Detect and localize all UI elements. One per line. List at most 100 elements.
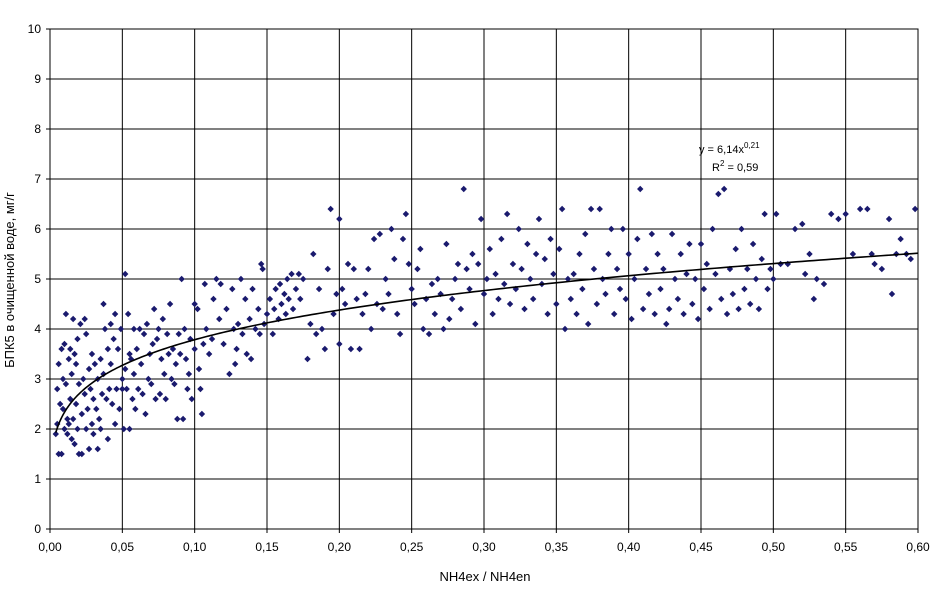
- data-point: [518, 265, 525, 273]
- data-point: [492, 270, 499, 278]
- data-point: [174, 415, 181, 423]
- data-point: [123, 385, 130, 393]
- data-point: [637, 185, 644, 193]
- y-tick-label: 5: [34, 272, 41, 286]
- data-point: [469, 250, 476, 258]
- y-tick-label: 7: [34, 172, 41, 186]
- data-point: [645, 290, 653, 298]
- data-point: [59, 405, 67, 413]
- data-point: [472, 320, 479, 328]
- data-point: [120, 425, 127, 433]
- data-point: [153, 335, 161, 343]
- data-point: [674, 295, 682, 303]
- data-point: [692, 275, 699, 283]
- data-point: [163, 330, 171, 338]
- data-point: [443, 240, 450, 248]
- data-point: [175, 330, 182, 338]
- data-point: [729, 290, 737, 298]
- data-point: [148, 380, 155, 388]
- data-point: [558, 205, 566, 213]
- data-point: [171, 380, 178, 388]
- data-point: [97, 425, 104, 433]
- data-point: [587, 205, 595, 213]
- data-point: [605, 250, 612, 258]
- data-point: [233, 345, 240, 353]
- y-tick-label: 10: [28, 22, 42, 36]
- data-point: [567, 295, 574, 303]
- data-point: [142, 410, 149, 418]
- data-point: [104, 435, 112, 443]
- data-point: [524, 240, 531, 248]
- data-point: [668, 230, 676, 238]
- data-point: [394, 310, 401, 318]
- data-point: [689, 300, 696, 308]
- data-point: [784, 260, 791, 268]
- data-point: [52, 430, 59, 438]
- data-point: [582, 230, 589, 238]
- data-point: [289, 305, 297, 313]
- data-point: [113, 385, 120, 393]
- data-point: [457, 305, 465, 313]
- data-point: [101, 325, 109, 333]
- data-point: [871, 260, 878, 268]
- data-point: [414, 265, 421, 273]
- trendline-equation: y = 6,14x0,21: [699, 141, 760, 156]
- data-point: [182, 355, 190, 363]
- data-point: [78, 450, 86, 458]
- data-point: [65, 420, 73, 428]
- data-point: [408, 285, 415, 293]
- data-point: [495, 295, 502, 303]
- data-point: [129, 395, 136, 403]
- data-point: [54, 420, 61, 428]
- data-point: [266, 295, 274, 303]
- data-point: [480, 290, 488, 298]
- data-point: [813, 275, 820, 283]
- data-point: [330, 310, 337, 318]
- data-point: [350, 265, 357, 273]
- data-point: [671, 275, 679, 283]
- data-point: [61, 340, 68, 348]
- data-point: [152, 395, 159, 403]
- data-point: [801, 270, 809, 278]
- data-point: [362, 290, 369, 298]
- data-point: [767, 265, 774, 273]
- data-point: [686, 240, 693, 248]
- y-tick-label: 0: [34, 522, 41, 536]
- data-point: [483, 275, 491, 283]
- data-point: [242, 295, 249, 303]
- data-point: [370, 235, 378, 243]
- data-point: [74, 335, 81, 343]
- data-point: [197, 385, 204, 393]
- data-point: [738, 225, 745, 233]
- data-point: [88, 350, 96, 358]
- y-tick-label: 4: [34, 322, 41, 336]
- data-point: [178, 275, 185, 283]
- data-point: [198, 410, 206, 418]
- data-point: [315, 285, 323, 293]
- data-point: [878, 265, 886, 273]
- data-point: [288, 270, 295, 278]
- data-point: [660, 265, 667, 273]
- data-point: [639, 305, 647, 313]
- data-point: [634, 235, 641, 243]
- data-point: [385, 290, 392, 298]
- data-point: [347, 345, 355, 353]
- data-point: [327, 205, 334, 213]
- x-tick-label: 0,45: [689, 540, 713, 554]
- data-point: [732, 245, 739, 253]
- data-point: [856, 205, 864, 213]
- data-point: [864, 205, 871, 213]
- data-point: [550, 270, 557, 278]
- data-point: [547, 235, 554, 243]
- data-point: [888, 290, 896, 298]
- data-point: [460, 185, 467, 193]
- data-point: [576, 250, 583, 258]
- data-point: [210, 295, 217, 303]
- data-point: [590, 265, 598, 273]
- data-point: [272, 285, 279, 293]
- data-point: [382, 275, 389, 283]
- data-point: [764, 285, 771, 293]
- data-point: [307, 320, 314, 328]
- data-point: [486, 245, 493, 253]
- data-point: [907, 255, 914, 263]
